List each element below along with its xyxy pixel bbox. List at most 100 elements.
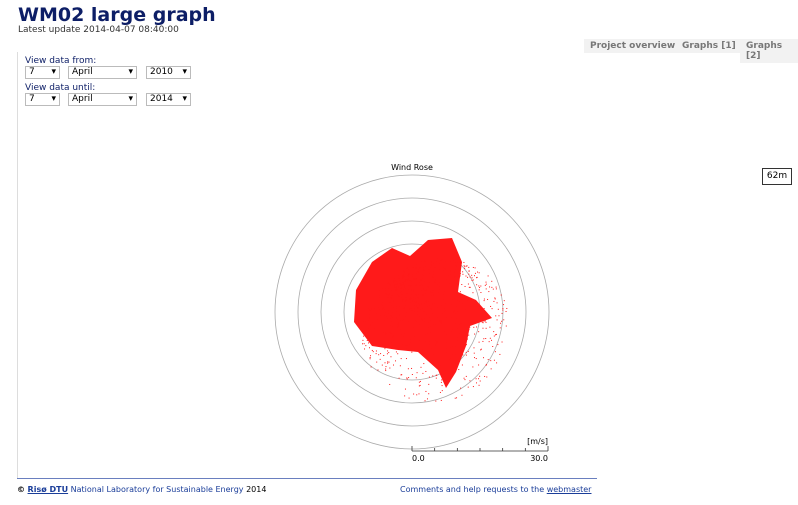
year-select[interactable]: 2010 bbox=[146, 66, 191, 79]
dot bbox=[418, 381, 420, 383]
dot bbox=[451, 345, 453, 347]
dot bbox=[441, 385, 443, 387]
dot bbox=[501, 320, 503, 322]
dot bbox=[388, 309, 390, 311]
dot bbox=[403, 284, 405, 286]
dot bbox=[402, 278, 404, 280]
dot bbox=[398, 275, 400, 277]
dot bbox=[378, 321, 380, 323]
dot bbox=[451, 332, 453, 334]
dot bbox=[392, 336, 394, 338]
dot bbox=[383, 319, 385, 321]
dot bbox=[401, 287, 403, 289]
dot bbox=[409, 339, 411, 341]
dot bbox=[480, 349, 482, 351]
dot bbox=[430, 264, 432, 266]
dot bbox=[462, 354, 464, 356]
dot bbox=[407, 284, 409, 286]
dot bbox=[388, 352, 390, 354]
dot bbox=[416, 278, 418, 280]
dot bbox=[471, 279, 473, 281]
dot bbox=[449, 347, 451, 349]
dot bbox=[428, 268, 430, 270]
dot bbox=[389, 317, 391, 319]
dot bbox=[401, 294, 403, 296]
dot bbox=[389, 284, 391, 286]
dot bbox=[417, 268, 419, 270]
dot bbox=[403, 274, 405, 276]
dot bbox=[414, 267, 416, 269]
dot bbox=[418, 302, 420, 304]
day-select[interactable]: 7 bbox=[25, 93, 60, 106]
dot bbox=[419, 285, 421, 287]
dot bbox=[414, 317, 416, 319]
dot bbox=[440, 290, 442, 292]
tab[interactable]: Graphs [2] bbox=[740, 39, 798, 63]
dot bbox=[391, 335, 393, 337]
dot bbox=[381, 308, 383, 310]
dot bbox=[490, 360, 492, 362]
tab[interactable]: Project overview bbox=[584, 39, 682, 53]
dot bbox=[495, 288, 497, 290]
webmaster-link[interactable]: webmaster bbox=[546, 485, 592, 494]
dot bbox=[493, 359, 495, 361]
day-select[interactable]: 7 bbox=[25, 66, 60, 79]
height-button[interactable]: 62m bbox=[762, 168, 792, 185]
dot bbox=[482, 327, 484, 329]
dot bbox=[483, 300, 485, 302]
dot bbox=[503, 304, 505, 306]
dot bbox=[496, 319, 498, 321]
dot bbox=[406, 378, 408, 380]
dot bbox=[415, 266, 417, 268]
dot bbox=[409, 341, 411, 343]
tab[interactable]: Graphs [1] bbox=[676, 39, 742, 53]
dot bbox=[434, 275, 436, 277]
dot bbox=[425, 266, 427, 268]
dot bbox=[475, 308, 477, 310]
dot bbox=[371, 349, 373, 351]
dot bbox=[424, 340, 426, 342]
dot bbox=[429, 341, 431, 343]
dot bbox=[488, 291, 490, 293]
dot bbox=[483, 320, 485, 322]
org-link[interactable]: Risø DTU bbox=[27, 485, 69, 494]
dot bbox=[369, 317, 371, 319]
dot bbox=[396, 327, 398, 329]
dot bbox=[440, 399, 442, 401]
dot bbox=[461, 394, 463, 396]
dot bbox=[434, 324, 436, 326]
dot bbox=[460, 387, 462, 389]
dot bbox=[400, 374, 402, 376]
dot bbox=[486, 376, 488, 378]
dot bbox=[401, 374, 403, 376]
dot bbox=[397, 300, 399, 302]
dot bbox=[475, 378, 477, 380]
dot bbox=[387, 287, 389, 289]
dot bbox=[436, 307, 438, 309]
dot bbox=[456, 337, 458, 339]
dot bbox=[392, 345, 394, 347]
dot bbox=[456, 283, 458, 285]
month-select[interactable]: April bbox=[68, 93, 137, 106]
dot bbox=[439, 286, 441, 288]
dot bbox=[465, 375, 467, 377]
dot bbox=[395, 305, 397, 307]
dot bbox=[454, 353, 456, 355]
dot bbox=[476, 382, 478, 384]
year-select[interactable]: 2014 bbox=[146, 93, 191, 106]
dot bbox=[397, 294, 399, 296]
dot bbox=[398, 377, 400, 379]
dot bbox=[422, 305, 424, 307]
dot bbox=[429, 288, 431, 290]
dot bbox=[435, 345, 437, 347]
dot bbox=[377, 306, 379, 308]
dot bbox=[493, 300, 495, 302]
dot bbox=[472, 292, 474, 294]
dot bbox=[369, 310, 371, 312]
dot bbox=[495, 334, 497, 336]
month-select[interactable]: April bbox=[68, 66, 137, 79]
dot bbox=[473, 352, 475, 354]
dot bbox=[479, 380, 481, 382]
dot bbox=[389, 283, 391, 285]
dot bbox=[429, 266, 431, 268]
